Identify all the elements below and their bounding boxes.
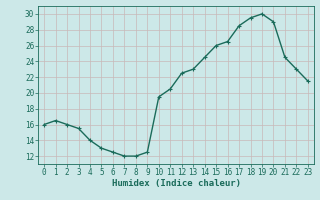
X-axis label: Humidex (Indice chaleur): Humidex (Indice chaleur) <box>111 179 241 188</box>
